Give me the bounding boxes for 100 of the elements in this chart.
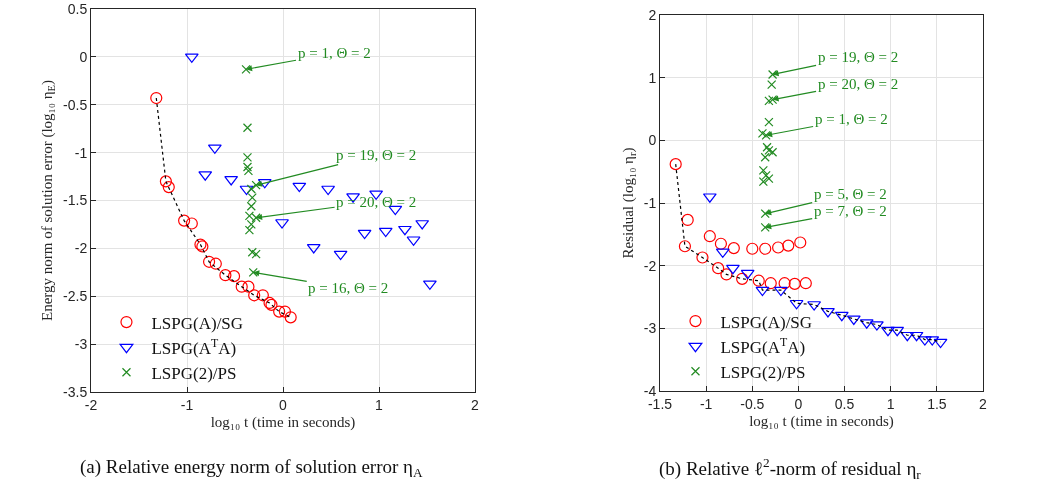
point: [778, 277, 791, 290]
x-tick-label: 2: [471, 396, 480, 413]
point: [251, 180, 261, 190]
annotation: p = 5, Θ = 2: [814, 186, 887, 202]
point: [378, 227, 393, 238]
point: [273, 305, 286, 318]
point: [678, 240, 692, 253]
x-tick-label: -0.5: [740, 395, 765, 412]
y-tick-label: 2: [648, 6, 657, 23]
point: [241, 64, 251, 74]
point: [284, 311, 297, 324]
point: [764, 277, 777, 290]
point: [767, 95, 778, 105]
point: [256, 289, 269, 302]
point: [247, 193, 257, 203]
y-tick-label: -1: [74, 144, 88, 161]
point: [388, 205, 403, 216]
point: [799, 277, 812, 290]
point: [846, 315, 861, 326]
point: [788, 277, 801, 290]
point: [712, 262, 725, 275]
y-tick-label: 0.5: [67, 0, 88, 17]
point: [246, 184, 256, 194]
point: [727, 242, 740, 255]
x-tick-label: 1: [375, 396, 384, 413]
point: [789, 299, 804, 310]
y-tick-label: 0: [79, 48, 88, 65]
x-tick-label: 0: [794, 395, 803, 412]
point: [227, 270, 241, 283]
point: [773, 286, 788, 297]
point: [292, 182, 307, 193]
point: [178, 214, 191, 227]
legend-label: LSPG(A)/SG: [151, 313, 244, 333]
point: [757, 128, 768, 139]
x-tick-label: -1: [699, 395, 713, 412]
y-tick-label: -0.5: [63, 96, 88, 113]
text: (a) Relative energy norm of solution error η$_{A}$: [80, 456, 424, 480]
legend-label: LSPG(A$^{T}$A): [720, 334, 806, 357]
legend-label: LSPG(A)/SG: [720, 312, 813, 332]
point: [703, 230, 716, 243]
point: [669, 158, 682, 171]
annotation: p = 7, Θ = 2: [814, 203, 887, 219]
point: [278, 305, 292, 318]
point: [275, 219, 289, 229]
point: [248, 267, 258, 277]
y-tick-label: -3: [643, 320, 657, 337]
point: [759, 242, 772, 255]
y-tick-label: -4: [643, 382, 657, 399]
point: [321, 185, 336, 196]
point: [760, 152, 770, 162]
point: [696, 251, 709, 264]
point: [890, 326, 905, 337]
point: [257, 178, 272, 189]
point: [736, 272, 749, 285]
annotation: p = 16, Θ = 2: [308, 280, 389, 296]
point: [242, 123, 253, 133]
point: [242, 162, 253, 172]
point: [764, 117, 774, 127]
point: [758, 165, 768, 176]
point: [761, 130, 771, 140]
y-tick-label: -2: [643, 257, 657, 274]
legend-label: LSPG(A$^{T}$A): [151, 335, 237, 358]
annotation: p = 20, Θ = 2: [818, 76, 899, 92]
point: [767, 79, 777, 90]
point: [209, 257, 222, 270]
annotation: p = 1, Θ = 2: [815, 111, 888, 127]
point: [834, 311, 849, 322]
x-tick-label: 1.5: [927, 395, 947, 412]
point: [772, 241, 785, 254]
point: [933, 338, 948, 349]
point: [357, 229, 372, 240]
y-tick-label: 0: [648, 132, 657, 149]
point: [244, 225, 254, 235]
point: [821, 308, 835, 318]
annotation: p = 1, Θ = 2: [298, 45, 371, 61]
y-tick-label: -3: [74, 336, 88, 353]
legend-label: LSPG(2)/PS: [151, 363, 237, 383]
point: [746, 242, 759, 255]
point: [159, 175, 172, 188]
annotation: p = 20, Θ = 2: [336, 194, 417, 210]
point: [251, 249, 261, 259]
point: [242, 152, 253, 163]
point: [725, 264, 740, 275]
point: [909, 331, 924, 342]
y-tick-label: -1.5: [63, 192, 88, 209]
point: [767, 147, 778, 157]
point: [752, 274, 765, 287]
x-axis-title: log₁₀ t (time in seconds): [210, 413, 356, 431]
point: [767, 69, 778, 80]
point: [243, 166, 254, 176]
x-axis-title: log₁₀ t (time in seconds): [749, 412, 894, 430]
point: [235, 280, 248, 293]
y-tick-label: -2.5: [63, 288, 88, 305]
point: [794, 236, 807, 249]
y-tick-label: -1: [643, 194, 657, 211]
point: [714, 237, 728, 250]
annotation: p = 19, Θ = 2: [818, 49, 899, 65]
point: [246, 201, 256, 211]
point: [202, 255, 216, 268]
y-tick-label: 1: [648, 69, 657, 86]
